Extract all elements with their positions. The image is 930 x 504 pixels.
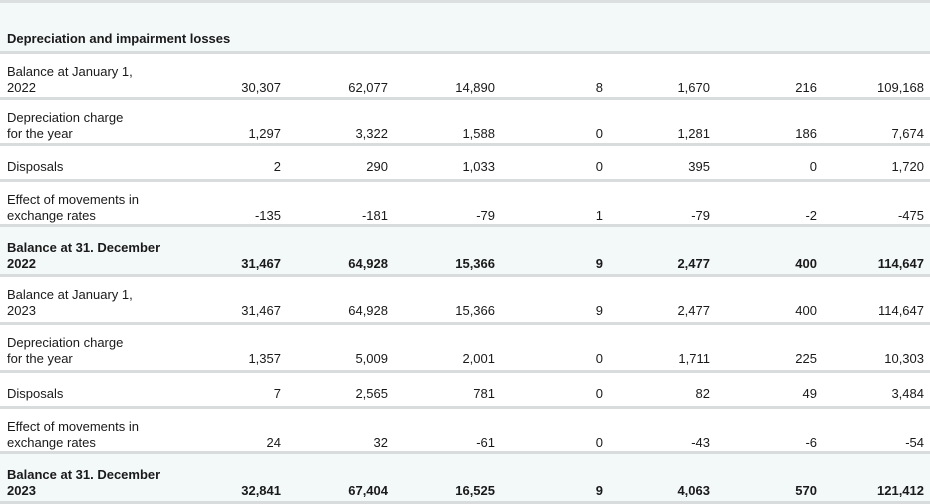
row-label: Effect of movements in exchange rates [7, 419, 139, 450]
cell: 32,841 [241, 483, 281, 498]
cell: 1,711 [678, 351, 710, 366]
cell: -2 [805, 208, 817, 223]
cell: 570 [795, 483, 817, 498]
cell: 24 [266, 435, 281, 450]
cell: -181 [361, 208, 388, 223]
cell: 32 [373, 435, 388, 450]
cell: 31,467 [241, 256, 281, 271]
cell: 114,647 [877, 303, 924, 318]
total-row: Balance at 31. December 2023 32,841 67,4… [0, 454, 930, 504]
row-label: Disposals [7, 159, 64, 174]
cell: 9 [595, 483, 603, 498]
cell: 1,720 [891, 159, 924, 174]
cell: 2,565 [355, 386, 388, 401]
cell: 67,404 [348, 483, 388, 498]
cell: 121,412 [877, 483, 924, 498]
table-row: Depreciation charge for the year 1,297 3… [0, 100, 930, 146]
cell: 0 [595, 351, 603, 366]
cell: -79 [691, 208, 710, 223]
cell: 290 [366, 159, 388, 174]
table-row: Effect of movements in exchange rates 24… [0, 409, 930, 454]
table-row: Depreciation charge for the year 1,357 5… [0, 325, 930, 373]
cell: 9 [595, 303, 603, 318]
cell: 0 [595, 435, 603, 450]
row-label: Balance at 31. December 2023 [7, 467, 161, 498]
section-header: Depreciation and impairment losses [0, 3, 930, 54]
cell: 62,077 [348, 80, 388, 95]
table-row: Balance at January 1, 2022 30,307 62,077… [0, 54, 930, 100]
cell: -43 [691, 435, 710, 450]
cell: 7,674 [891, 126, 924, 141]
cell: 0 [809, 159, 817, 174]
cell: 400 [795, 256, 817, 271]
cell: 225 [795, 351, 817, 366]
cell: 82 [695, 386, 710, 401]
cell: 1,588 [462, 126, 495, 141]
cell: -135 [254, 208, 281, 223]
cell: -61 [476, 435, 495, 450]
table-row: Disposals 7 2,565 781 0 82 49 3,484 [0, 373, 930, 409]
row-label: Balance at January 1, 2023 [7, 287, 133, 318]
cell: 7 [273, 386, 281, 401]
cell: 31,467 [241, 303, 281, 318]
cell: 16,525 [455, 483, 495, 498]
table-row: Disposals 2 290 1,033 0 395 0 1,720 [0, 146, 930, 182]
row-label: Balance at January 1, 2022 [7, 64, 133, 95]
cell: 114,647 [877, 256, 924, 271]
cell: 216 [795, 80, 817, 95]
cell: 9 [595, 256, 603, 271]
cell: -79 [476, 208, 495, 223]
cell: 2,477 [677, 256, 710, 271]
row-label: Effect of movements in exchange rates [7, 192, 139, 223]
cell: 10,303 [884, 351, 924, 366]
cell: 1,281 [677, 126, 710, 141]
cell: 2 [273, 159, 281, 174]
cell: 1,033 [462, 159, 495, 174]
cell: 64,928 [348, 303, 388, 318]
row-label: Depreciation charge for the year [7, 335, 124, 366]
section-title: Depreciation and impairment losses [7, 31, 231, 46]
cell: 186 [795, 126, 817, 141]
table-row: Balance at January 1, 2023 31,467 64,928… [0, 277, 930, 325]
cell: 8 [595, 80, 603, 95]
cell: 30,307 [241, 80, 281, 95]
top-rule [0, 0, 930, 3]
cell: 3,484 [891, 386, 924, 401]
cell: 49 [802, 386, 817, 401]
cell: 0 [595, 126, 603, 141]
row-label: Depreciation charge for the year [7, 110, 124, 141]
cell: -475 [897, 208, 924, 223]
cell: 15,366 [455, 256, 495, 271]
cell: 109,168 [877, 80, 924, 95]
cell: -54 [905, 435, 924, 450]
row-label: Balance at 31. December 2022 [7, 240, 161, 271]
cell: 0 [595, 159, 603, 174]
cell: 1,670 [677, 80, 710, 95]
cell: 2,477 [677, 303, 710, 318]
cell: 1,357 [248, 351, 281, 366]
cell: 395 [688, 159, 710, 174]
cell: 1 [595, 208, 603, 223]
cell: 0 [595, 386, 603, 401]
cell: 5,009 [355, 351, 388, 366]
cell: 2,001 [462, 351, 495, 366]
cell: 64,928 [348, 256, 388, 271]
cell: 3,322 [355, 126, 388, 141]
total-row: Balance at 31. December 2022 31,467 64,9… [0, 227, 930, 277]
row-label: Disposals [7, 386, 64, 401]
cell: 1,297 [248, 126, 281, 141]
cell: 15,366 [455, 303, 495, 318]
cell: 14,890 [455, 80, 495, 95]
cell: -6 [805, 435, 817, 450]
cell: 400 [795, 303, 817, 318]
table-row: Effect of movements in exchange rates -1… [0, 182, 930, 227]
cell: 4,063 [677, 483, 710, 498]
cell: 781 [473, 386, 495, 401]
